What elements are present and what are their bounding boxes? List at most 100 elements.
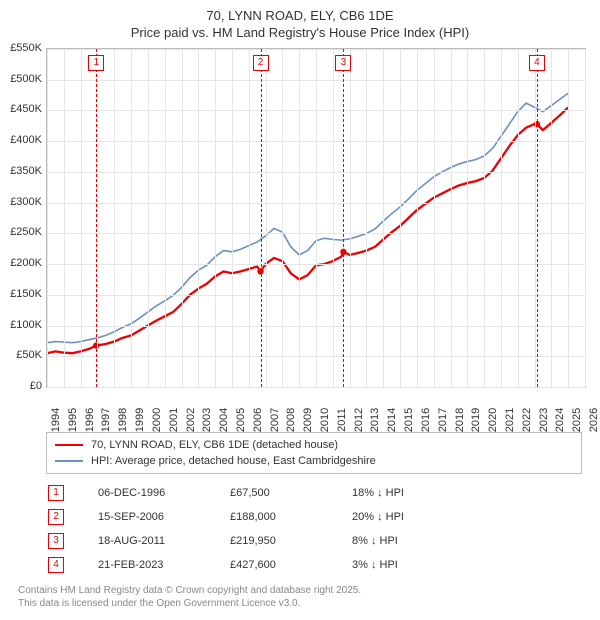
y-tick-label: £200K <box>2 257 42 269</box>
y-tick-label: £50K <box>2 349 42 361</box>
x-tick-label: 1995 <box>67 408 79 432</box>
x-tick-label: 2011 <box>336 408 348 432</box>
legend-swatch-hpi <box>55 460 83 462</box>
gridline-v <box>467 49 468 387</box>
x-tick-label: 2000 <box>151 408 163 432</box>
x-tick-label: 2009 <box>302 408 314 432</box>
gridline-v <box>585 49 586 387</box>
event-price: £188,000 <box>230 506 350 528</box>
gridline-v <box>299 49 300 387</box>
y-tick-label: £0 <box>2 380 42 392</box>
x-tick-label: 2003 <box>201 408 213 432</box>
event-date: 18-AUG-2011 <box>98 530 228 552</box>
events-table: 1 06-DEC-1996£67,50018% ↓ HPI215-SEP-2006… <box>46 480 474 578</box>
event-date: 21-FEB-2023 <box>98 554 228 576</box>
event-delta: 8% ↓ HPI <box>352 530 472 552</box>
x-tick-label: 2022 <box>521 408 533 432</box>
event-price: £67,500 <box>230 482 350 504</box>
event-delta: 18% ↓ HPI <box>352 482 472 504</box>
gridline-v <box>232 49 233 387</box>
gridline-v <box>551 49 552 387</box>
x-tick-label: 2007 <box>269 408 281 432</box>
event-marker: 4 <box>48 557 64 573</box>
footer-attribution: Contains HM Land Registry data © Crown c… <box>18 584 361 610</box>
event-date: 06-DEC-1996 <box>98 482 228 504</box>
legend-label-price-paid: 70, LYNN ROAD, ELY, CB6 1DE (detached ho… <box>91 439 338 451</box>
gridline-v <box>501 49 502 387</box>
event-marker: 3 <box>48 533 64 549</box>
gridline-v <box>434 49 435 387</box>
event-marker: 4 <box>529 55 545 71</box>
event-date: 15-SEP-2006 <box>98 506 228 528</box>
event-marker: 1 <box>48 485 64 501</box>
event-delta: 3% ↓ HPI <box>352 554 472 576</box>
event-line <box>343 49 344 387</box>
y-tick-label: £550K <box>2 42 42 54</box>
x-tick-label: 2026 <box>588 408 600 432</box>
x-tick-label: 2020 <box>487 408 499 432</box>
gridline-v <box>198 49 199 387</box>
footer-line2: This data is licensed under the Open Gov… <box>18 597 361 610</box>
gridline-h <box>47 387 585 388</box>
legend: 70, LYNN ROAD, ELY, CB6 1DE (detached ho… <box>46 432 582 474</box>
x-tick-label: 1996 <box>84 408 96 432</box>
event-price: £219,950 <box>230 530 350 552</box>
gridline-v <box>148 49 149 387</box>
gridline-v <box>383 49 384 387</box>
gridline-v <box>266 49 267 387</box>
event-row: 215-SEP-2006£188,00020% ↓ HPI <box>48 506 472 528</box>
gridline-v <box>568 49 569 387</box>
x-tick-label: 2023 <box>538 408 550 432</box>
x-tick-label: 2014 <box>386 408 398 432</box>
gridline-v <box>518 49 519 387</box>
x-tick-label: 1994 <box>50 408 62 432</box>
gridline-v <box>215 49 216 387</box>
gridline-v <box>451 49 452 387</box>
y-tick-label: £350K <box>2 165 42 177</box>
y-tick-label: £250K <box>2 226 42 238</box>
chart-title-line1: 70, LYNN ROAD, ELY, CB6 1DE <box>0 0 600 25</box>
event-line <box>96 49 97 387</box>
event-line <box>537 49 538 387</box>
chart-plot-area: 1 2 3 4 <box>46 48 586 388</box>
event-marker: 1 <box>88 55 104 71</box>
x-tick-label: 2015 <box>403 408 415 432</box>
gridline-v <box>535 49 536 387</box>
gridline-v <box>282 49 283 387</box>
x-tick-label: 2010 <box>319 408 331 432</box>
x-tick-label: 2025 <box>571 408 583 432</box>
x-tick-label: 1999 <box>134 408 146 432</box>
x-tick-label: 2019 <box>470 408 482 432</box>
y-tick-label: £100K <box>2 319 42 331</box>
legend-item-price-paid: 70, LYNN ROAD, ELY, CB6 1DE (detached ho… <box>55 437 573 453</box>
gridline-v <box>316 49 317 387</box>
y-tick-label: £150K <box>2 288 42 300</box>
gridline-v <box>249 49 250 387</box>
gridline-v <box>47 49 48 387</box>
legend-item-hpi: HPI: Average price, detached house, East… <box>55 453 573 469</box>
y-tick-label: £500K <box>2 73 42 85</box>
gridline-v <box>484 49 485 387</box>
event-line <box>261 49 262 387</box>
gridline-v <box>417 49 418 387</box>
x-tick-label: 2012 <box>353 408 365 432</box>
event-marker: 3 <box>335 55 351 71</box>
gridline-v <box>64 49 65 387</box>
gridline-v <box>366 49 367 387</box>
x-tick-label: 2013 <box>369 408 381 432</box>
x-tick-label: 2004 <box>218 408 230 432</box>
x-tick-label: 2017 <box>437 408 449 432</box>
gridline-v <box>81 49 82 387</box>
gridline-v <box>131 49 132 387</box>
gridline-v <box>333 49 334 387</box>
x-tick-label: 2001 <box>168 408 180 432</box>
x-tick-label: 2021 <box>504 408 516 432</box>
event-row: 3 18-AUG-2011£219,9508% ↓ HPI <box>48 530 472 552</box>
legend-swatch-price-paid <box>55 444 83 447</box>
x-tick-label: 2024 <box>554 408 566 432</box>
gridline-v <box>400 49 401 387</box>
chart-title-line2: Price paid vs. HM Land Registry's House … <box>0 25 600 40</box>
x-tick-label: 1998 <box>117 408 129 432</box>
event-marker: 2 <box>253 55 269 71</box>
footer-line1: Contains HM Land Registry data © Crown c… <box>18 584 361 597</box>
